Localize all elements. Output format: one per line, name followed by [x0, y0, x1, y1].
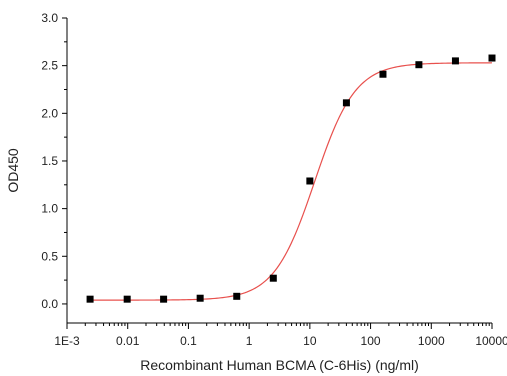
x-tick-label: 10000	[475, 334, 507, 348]
y-tick-label: 1.0	[41, 202, 58, 216]
fit-curve-group	[90, 62, 493, 301]
data-point	[233, 292, 241, 300]
y-tick-label: 2.0	[41, 106, 58, 120]
y-tick-label: 3.0	[41, 11, 58, 25]
fit-curve	[90, 62, 493, 301]
x-tick-label: 0.1	[180, 334, 197, 348]
y-tick-label: 0.5	[41, 249, 58, 263]
x-axis-label: Recombinant Human BCMA (C-6His) (ng/ml)	[140, 357, 419, 373]
y-axis-label: OD450	[5, 148, 21, 193]
data-point	[342, 99, 350, 107]
axes	[66, 18, 492, 324]
data-point	[451, 57, 459, 65]
x-tick-label: 1E-3	[54, 334, 80, 348]
data-point	[379, 70, 387, 78]
data-points	[86, 54, 496, 303]
x-tick-label: 1000	[418, 334, 445, 348]
data-point	[306, 177, 314, 185]
data-point	[269, 274, 277, 282]
data-point	[488, 54, 496, 62]
x-tick-label: 1	[246, 334, 253, 348]
y-tick-label: 2.5	[41, 59, 58, 73]
x-tick-label: 100	[361, 334, 381, 348]
data-point	[160, 295, 168, 303]
x-tick-label: 10	[303, 334, 317, 348]
data-point	[415, 61, 423, 69]
y-tick-label: 0.0	[41, 297, 58, 311]
y-tick-label: 1.5	[41, 154, 58, 168]
x-tick-label: 0.01	[116, 334, 140, 348]
data-point	[86, 295, 94, 303]
data-point	[123, 295, 131, 303]
ticks: 0.0 0.5 1.0 1.5 2.0 2.5 3.0 1E-3 0.01 0.1 1 10 100 10…	[41, 11, 507, 348]
data-point	[196, 294, 204, 302]
